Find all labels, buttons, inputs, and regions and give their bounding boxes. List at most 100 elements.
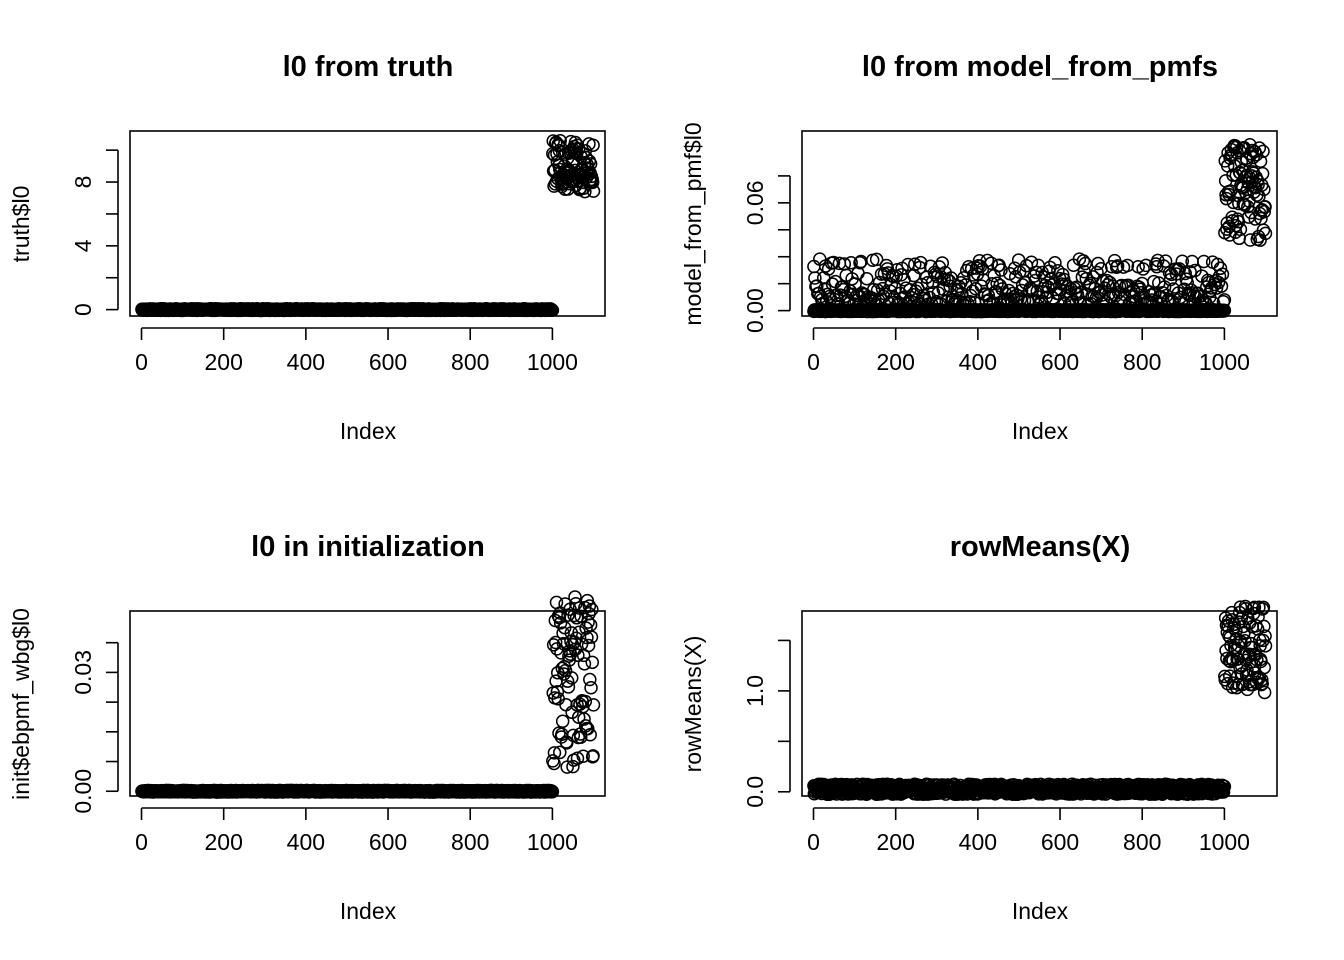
x-tick-label: 1000 — [527, 829, 578, 855]
data-points — [135, 134, 601, 318]
y-axis: 0.000.06 — [742, 175, 791, 333]
y-tick-label: 0.00 — [70, 769, 96, 814]
data-point — [1229, 140, 1244, 154]
data-point — [1048, 256, 1062, 270]
y-tick-label: 0 — [70, 303, 96, 316]
x-tick-label: 0 — [135, 829, 148, 855]
data-point — [957, 271, 971, 285]
data-point — [577, 657, 592, 671]
data-point — [1213, 261, 1228, 276]
data-point — [555, 714, 570, 729]
x-tick-label: 1000 — [1199, 349, 1250, 375]
x-tick-label: 600 — [369, 349, 407, 375]
data-point — [1023, 281, 1038, 295]
data-point — [853, 255, 867, 270]
data-point — [1060, 279, 1075, 294]
panel-model-from-pmfs: l0 from model_from_pmfs 0 200 400 600 800 100… — [680, 51, 1278, 444]
data-point — [1193, 296, 1207, 311]
x-axis-label: Index — [1012, 898, 1069, 924]
x-tick-label: 1000 — [527, 349, 578, 375]
data-point — [586, 138, 600, 152]
x-tick-label: 400 — [959, 829, 997, 855]
x-axis-label: Index — [340, 898, 397, 924]
data-point — [1029, 265, 1044, 280]
data-point — [930, 269, 945, 284]
data-point — [1246, 150, 1260, 165]
data-point — [1217, 293, 1232, 307]
x-axis: 0 200 400 600 800 1000 — [135, 807, 578, 855]
data-point — [868, 296, 883, 311]
x-tick-label: 200 — [876, 349, 914, 375]
data-point — [1014, 283, 1029, 298]
data-point — [1136, 262, 1150, 276]
data-point — [926, 285, 941, 300]
x-tick-label: 0 — [135, 349, 148, 375]
panel-truth: l0 from truth 0 200 400 600 800 1000 048 Inde… — [8, 51, 606, 444]
x-tick-label: 400 — [287, 829, 325, 855]
data-point — [1110, 259, 1125, 273]
data-point — [1173, 290, 1188, 305]
data-point — [1248, 180, 1263, 195]
data-point — [585, 655, 600, 670]
data-point — [873, 292, 888, 306]
y-tick-label: 0.00 — [742, 288, 768, 333]
data-point — [869, 252, 884, 267]
x-tick-label: 200 — [204, 349, 242, 375]
data-points — [135, 590, 601, 799]
x-tick-label: 0 — [807, 829, 820, 855]
data-point — [1217, 303, 1232, 318]
data-point — [1211, 275, 1226, 290]
data-point — [568, 135, 583, 150]
data-point — [1139, 258, 1153, 273]
data-point — [1079, 271, 1094, 286]
x-axis: 0 200 400 600 800 1000 — [807, 807, 1250, 855]
data-point — [1056, 267, 1070, 282]
data-point — [1031, 258, 1046, 273]
data-point — [912, 260, 927, 275]
data-point — [913, 255, 928, 270]
data-point — [581, 638, 596, 653]
y-tick-label: 4 — [70, 239, 96, 252]
y-tick-label: 0.0 — [742, 776, 768, 808]
data-point — [826, 255, 841, 270]
x-tick-label: 0 — [807, 349, 820, 375]
data-point — [1076, 254, 1091, 268]
data-point — [1257, 182, 1271, 197]
data-point — [545, 303, 560, 317]
x-tick-label: 400 — [959, 349, 997, 375]
x-tick-label: 400 — [287, 349, 325, 375]
data-point — [585, 175, 600, 190]
data-point — [1228, 139, 1242, 153]
x-tick-label: 800 — [1123, 829, 1161, 855]
data-point — [1083, 276, 1097, 291]
data-point — [1255, 166, 1270, 181]
panel-title: l0 from model_from_pmfs — [862, 51, 1218, 83]
data-point — [1160, 294, 1175, 308]
data-point — [583, 672, 597, 687]
x-tick-label: 600 — [1041, 829, 1079, 855]
data-point — [586, 184, 601, 198]
data-point — [1249, 147, 1264, 162]
y-axis-label: model_from_pmf$l0 — [680, 122, 706, 325]
data-point — [1158, 254, 1173, 268]
data-point — [1256, 223, 1271, 237]
data-point — [1099, 295, 1113, 309]
y-axis: 0.00 0.03 — [70, 641, 119, 814]
data-point — [559, 697, 573, 712]
y-tick-label: 0.03 — [70, 650, 96, 695]
data-point — [965, 284, 980, 298]
data-point — [860, 271, 874, 286]
data-point — [808, 271, 822, 285]
x-tick-label: 200 — [204, 829, 242, 855]
y-axis-label: rowMeans(X) — [680, 636, 706, 773]
y-axis: 0.01.0 — [742, 639, 791, 808]
x-axis-label: Index — [340, 418, 397, 444]
data-point — [1109, 260, 1124, 275]
x-tick-label: 600 — [1041, 349, 1079, 375]
data-point — [1258, 200, 1272, 214]
data-point — [1197, 254, 1211, 269]
data-point — [831, 296, 846, 311]
data-point — [1212, 269, 1227, 284]
x-tick-label: 800 — [1123, 349, 1161, 375]
